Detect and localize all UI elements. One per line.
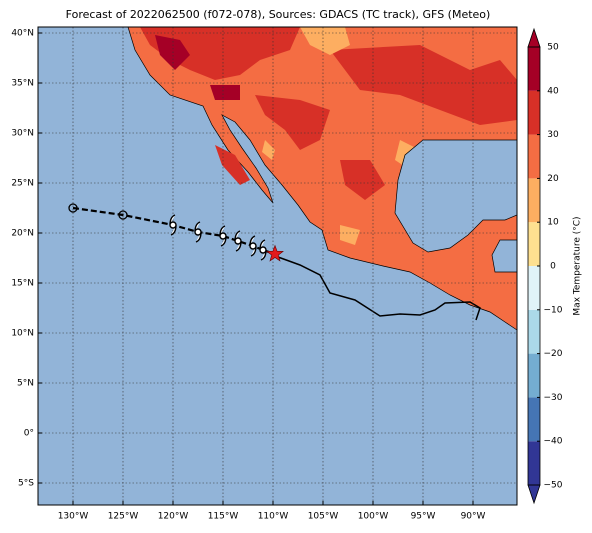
current-position	[266, 244, 284, 262]
x-tick-label: 100°W	[358, 512, 389, 522]
y-tick-label: 35°N	[11, 79, 34, 89]
colorbar-tick-label: −40	[544, 437, 563, 447]
x-tick-label: 90°W	[461, 512, 486, 522]
colorbar-tick-label: −30	[544, 393, 563, 403]
colorbar-bin	[528, 266, 540, 310]
y-tick-label: 20°N	[11, 229, 34, 239]
x-tick-label: 120°W	[158, 512, 189, 522]
track-point	[118, 210, 128, 220]
y-tick-label: 0°	[24, 429, 34, 439]
colorbar-bin	[528, 47, 540, 91]
y-tick-label: 10°N	[11, 329, 34, 339]
x-tick-label: 130°W	[58, 512, 89, 522]
hurricane-symbol	[194, 221, 202, 243]
caribbean-sea	[491, 239, 517, 273]
colorbar-tick-label: 50	[547, 43, 559, 53]
colorbar-bin	[528, 134, 540, 179]
y-tick-label: 40°N	[11, 29, 34, 39]
chart-title: Forecast of 2022062500 (f072-078), Sourc…	[66, 8, 491, 21]
colorbar-bin	[528, 353, 540, 398]
colorbar-tick-label: 10	[547, 218, 559, 228]
colorbar-tick-label: −50	[544, 481, 563, 491]
land	[127, 27, 517, 331]
y-tick-label: 25°N	[11, 179, 34, 189]
colorbar-tick-label: 40	[547, 86, 559, 96]
colorbar-tick-label: 20	[547, 174, 559, 184]
y-tick-label: 30°N	[11, 129, 34, 139]
colorbar-tick-label: 0	[550, 262, 556, 272]
colorbar-tick-label: −10	[544, 305, 563, 315]
storm-track	[68, 203, 284, 262]
colorbar-bin	[528, 222, 540, 266]
y-tick-label: 5°S	[18, 479, 34, 489]
x-tick-label: 95°W	[411, 512, 436, 522]
colorbar-bin	[528, 397, 540, 442]
colorbar-bin	[528, 441, 540, 485]
boundary-line	[277, 256, 481, 321]
colorbar-tick-label: 30	[547, 130, 559, 140]
track-point	[68, 203, 78, 213]
colorbar-label: Max Temperature (°C)	[573, 216, 583, 315]
colorbar-extend-high	[527, 27, 541, 48]
y-tick-label: 5°N	[17, 379, 34, 389]
x-tick-label: 110°W	[258, 512, 289, 522]
colorbar-extend-low	[527, 484, 541, 505]
hurricane-symbol	[219, 225, 227, 247]
y-tick-label: 15°N	[11, 279, 34, 289]
map-frame	[37, 26, 518, 506]
colorbar: −50 −40 −30 −20 −10 0 10 20 30 40 50	[527, 27, 563, 505]
gulf-of-mexico	[394, 139, 517, 253]
map-area	[38, 27, 517, 505]
x-tick-label: 115°W	[208, 512, 239, 522]
colorbar-bin	[528, 90, 540, 135]
x-tick-label: 105°W	[308, 512, 339, 522]
axis-ticks: 130°W 125°W 120°W 115°W 110°W 105°W 100°W 95°W 9…	[11, 29, 485, 522]
temperature-very-hot	[155, 35, 240, 100]
hurricane-symbol	[259, 239, 267, 261]
grid	[38, 27, 517, 505]
colorbar-tick-label: −20	[544, 349, 563, 359]
hurricane-symbol	[234, 230, 242, 252]
colorbar-bin	[528, 178, 540, 223]
hurricane-symbol	[249, 235, 257, 257]
colorbar-bin	[528, 309, 540, 354]
x-tick-label: 125°W	[108, 512, 139, 522]
hurricane-symbol	[169, 214, 177, 236]
